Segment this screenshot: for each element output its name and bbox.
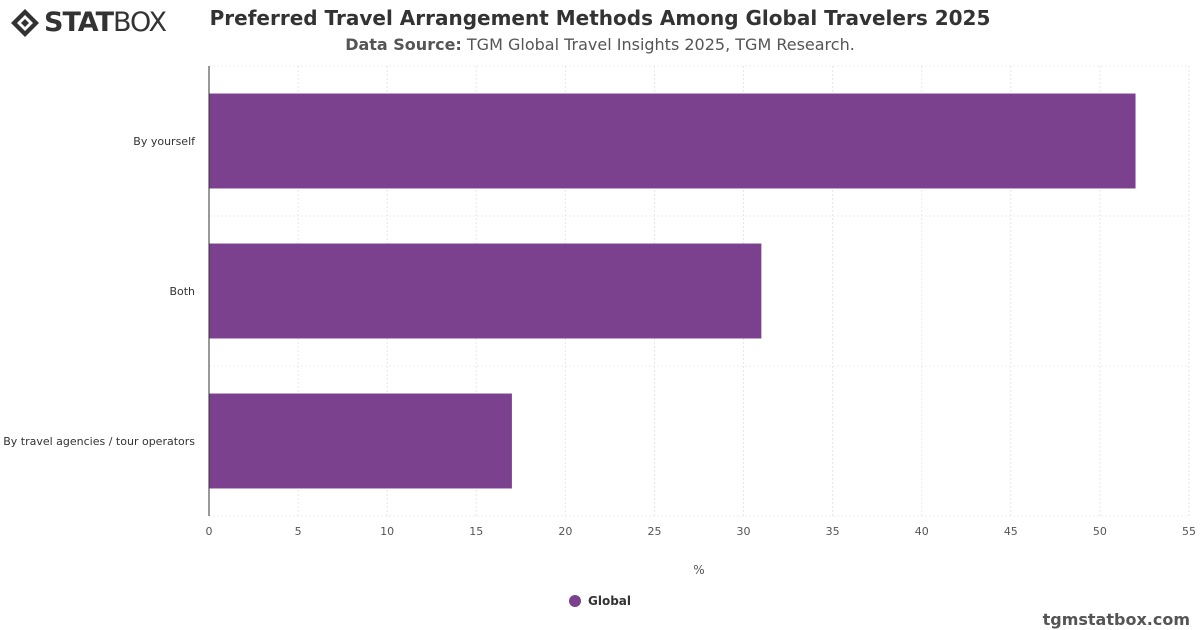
y-category-label: Both bbox=[169, 285, 195, 298]
x-tick-label: 50 bbox=[1093, 525, 1107, 538]
bar-2 bbox=[209, 243, 762, 339]
x-tick-label: 45 bbox=[1004, 525, 1018, 538]
statbox-logo: STATBOX bbox=[10, 6, 167, 40]
legend[interactable]: Global bbox=[0, 594, 1200, 608]
x-tick-label: 40 bbox=[915, 525, 929, 538]
chart-subtitle: Data Source: TGM Global Travel Insights … bbox=[0, 35, 1200, 54]
x-tick-label: 35 bbox=[826, 525, 840, 538]
logo-light-text: BOX bbox=[112, 7, 167, 38]
x-tick-label: 10 bbox=[380, 525, 394, 538]
bars bbox=[209, 93, 1136, 489]
site-credit: tgmstatbox.com bbox=[1042, 610, 1190, 629]
y-category-label: By travel agencies / tour operators bbox=[3, 435, 195, 448]
bar-3 bbox=[209, 393, 512, 489]
x-tick-label: 20 bbox=[558, 525, 572, 538]
chart-title: Preferred Travel Arrangement Methods Amo… bbox=[209, 6, 991, 30]
subtitle-source: TGM Global Travel Insights 2025, TGM Res… bbox=[466, 35, 855, 54]
legend-marker bbox=[568, 595, 581, 607]
axes: 0 5 10 15 20 25 30 35 40 45 50 55 By yourself Both By … bbox=[3, 66, 1196, 577]
logo-bold-text: STAT bbox=[44, 7, 114, 38]
bar-1 bbox=[209, 93, 1136, 189]
diamond-logo-icon bbox=[11, 9, 39, 37]
legend-label: Global bbox=[587, 594, 631, 608]
y-category-label: By yourself bbox=[133, 135, 196, 148]
x-axis-title: % bbox=[693, 563, 704, 577]
logo-wordmark: STATBOX bbox=[44, 6, 167, 40]
x-tick-label: 0 bbox=[206, 525, 213, 538]
x-tick-label: 5 bbox=[295, 525, 302, 538]
x-tick-label: 30 bbox=[737, 525, 751, 538]
subtitle-label: Data Source: bbox=[345, 35, 462, 54]
x-tick-label: 15 bbox=[469, 525, 483, 538]
x-tick-label: 55 bbox=[1182, 525, 1196, 538]
x-tick-label: 25 bbox=[647, 525, 661, 538]
